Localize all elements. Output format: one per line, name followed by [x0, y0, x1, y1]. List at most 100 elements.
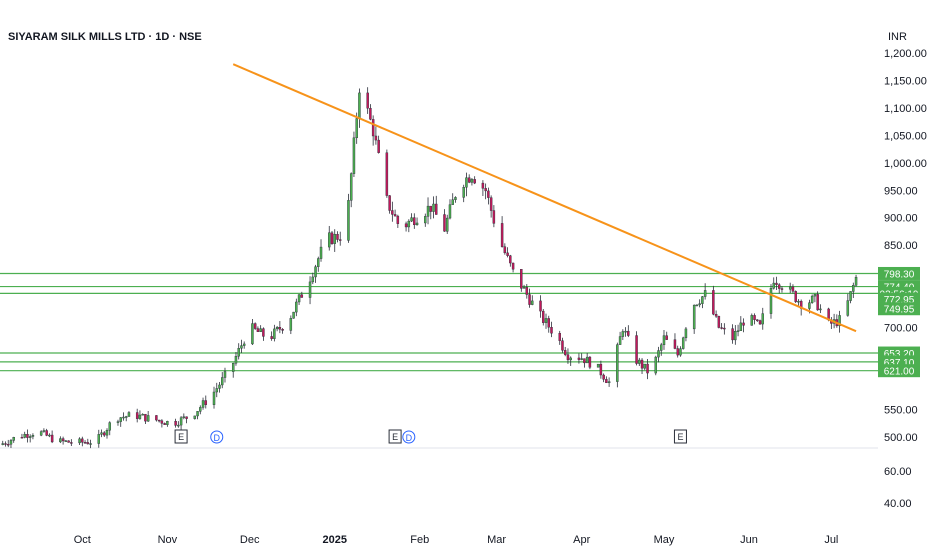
- x-axis-label: Oct: [74, 534, 91, 546]
- candle-body: [374, 135, 378, 141]
- candle-body: [413, 217, 416, 226]
- candle-body: [20, 437, 24, 439]
- price-tag-label: 749.95: [884, 305, 915, 316]
- candle-body: [352, 137, 356, 174]
- candle-body: [451, 199, 454, 205]
- candle-body: [676, 348, 679, 356]
- price-tick-label: 1,050.00: [884, 130, 927, 142]
- candle-body: [580, 358, 583, 360]
- candle-body: [81, 438, 84, 443]
- candle-body: [237, 348, 240, 357]
- candle-body: [577, 357, 581, 360]
- candle-body: [108, 422, 111, 431]
- x-axis-label: Apr: [573, 534, 590, 546]
- candle-body: [854, 276, 858, 286]
- candle-body: [761, 313, 764, 325]
- candle-body: [259, 328, 262, 332]
- candle-body: [146, 415, 150, 422]
- candle-body: [503, 246, 507, 254]
- price-level-label: 621.00: [884, 367, 915, 378]
- candle-body: [443, 214, 446, 232]
- candle-body: [196, 411, 199, 417]
- price-tag: [878, 302, 920, 316]
- candle-body: [701, 296, 704, 304]
- price-level-tag: [878, 364, 920, 378]
- candle-body: [569, 357, 572, 361]
- candle-body: [67, 440, 70, 443]
- candle-body: [275, 327, 279, 330]
- candle-body: [616, 344, 619, 382]
- price-level-label: 798.30: [884, 269, 915, 280]
- candle-body: [446, 217, 449, 232]
- candle-body: [473, 179, 476, 184]
- candle-body: [753, 315, 756, 320]
- candle-body: [646, 363, 649, 374]
- candle-body: [435, 203, 438, 215]
- candle-body: [624, 330, 627, 333]
- candle-body: [410, 217, 413, 222]
- candle-body: [366, 92, 369, 109]
- candle-body: [712, 290, 715, 315]
- candle-body: [734, 331, 737, 341]
- candle-body: [328, 232, 331, 248]
- candle-body: [31, 435, 35, 437]
- candle-body: [660, 344, 663, 351]
- candle-body: [122, 416, 125, 419]
- candle-body: [739, 322, 743, 331]
- price-level-label: 637.10: [884, 358, 915, 369]
- candle-body: [816, 294, 819, 311]
- price-tick-label: 700.00: [884, 322, 918, 334]
- candle-body: [404, 223, 408, 228]
- candle-body: [336, 234, 339, 240]
- candle-body: [607, 381, 611, 384]
- candle-body: [723, 327, 726, 330]
- trendline: [232, 63, 857, 333]
- candle-body: [750, 315, 754, 326]
- earnings-marker-label: E: [677, 432, 683, 442]
- candle-body: [26, 434, 29, 438]
- candle-body: [602, 374, 605, 380]
- candle-body: [100, 432, 103, 435]
- candle-body: [338, 239, 342, 241]
- x-axis-label: 2025: [322, 534, 346, 546]
- candle-body: [155, 415, 158, 421]
- earnings-marker: [673, 429, 687, 444]
- candle-body: [698, 303, 701, 306]
- candle-body: [330, 232, 334, 244]
- candle-body: [223, 371, 227, 378]
- candle-body: [794, 291, 797, 302]
- candle-body: [231, 363, 235, 372]
- candle-body: [9, 440, 13, 445]
- candle-body: [714, 314, 718, 317]
- candle-body: [627, 330, 630, 336]
- candle-body: [542, 310, 545, 323]
- chart-title: SIYARAM SILK MILLS LTD · 1D · NSE: [8, 31, 202, 43]
- candle-body: [470, 179, 474, 183]
- candle-body: [756, 319, 759, 321]
- candle-body: [157, 419, 161, 422]
- candle-body: [256, 328, 260, 332]
- candle-body: [377, 139, 380, 153]
- price-level-label: 653.20: [884, 349, 915, 360]
- earnings-marker: [388, 429, 402, 444]
- candle-body: [23, 434, 26, 438]
- candle-body: [204, 400, 208, 405]
- candle-body: [292, 311, 295, 319]
- x-axis-label: Nov: [158, 534, 178, 546]
- candle-body: [769, 288, 773, 314]
- candle-body: [160, 420, 164, 424]
- candle-body: [736, 330, 740, 332]
- x-axis-label: May: [654, 534, 675, 546]
- candle-body: [385, 152, 389, 196]
- candle-body: [531, 300, 534, 305]
- candle-body: [393, 214, 397, 217]
- candle-body: [692, 304, 696, 330]
- candle-body: [520, 269, 523, 289]
- candle-body: [103, 432, 106, 436]
- candle-body: [547, 318, 550, 328]
- candle-body: [116, 421, 120, 423]
- candle-body: [775, 282, 778, 285]
- price-tick-label: 500.00: [884, 432, 918, 444]
